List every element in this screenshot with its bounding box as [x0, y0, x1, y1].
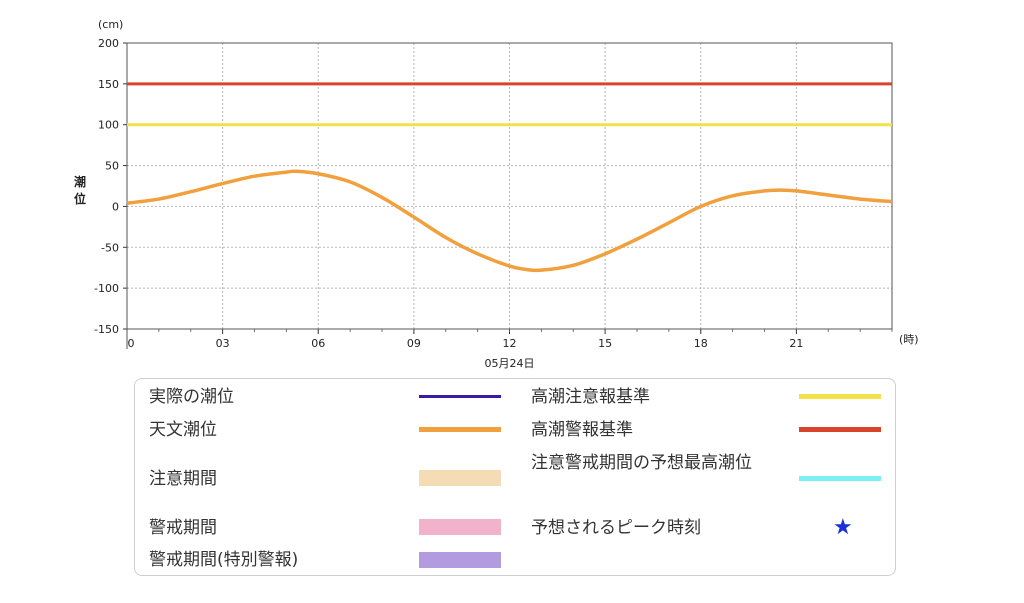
- x-tick-label: 21: [789, 337, 803, 350]
- y-tick-label: 200: [98, 37, 119, 50]
- legend-label-caution-period: 注意期間: [149, 469, 217, 489]
- star-icon: ★: [833, 515, 853, 540]
- legend-label-actual-tide: 実際の潮位: [149, 387, 234, 407]
- x-tick-label: 18: [694, 337, 708, 350]
- legend-label-forecast-max-tide: 注意警戒期間の予想最高潮位: [531, 453, 752, 473]
- x-tick-label: 06: [311, 337, 325, 350]
- y-axis-title-char: 潮: [74, 174, 86, 189]
- plot-frame: [126, 42, 893, 330]
- y-axis-title-char: 位: [74, 191, 86, 206]
- y-tick-label: 150: [98, 78, 119, 91]
- x-tick-label: 03: [216, 337, 230, 350]
- y-tick-label: 100: [98, 119, 119, 132]
- x-tick-label: 12: [503, 337, 517, 350]
- y-tick-label: -100: [94, 282, 119, 295]
- tide-chart: 200 150 100 50 0 -50 -100 -150 0 03 06 09 12 15 18 21 05…: [74, 18, 919, 370]
- legend-swatch-caution-period: [419, 470, 501, 486]
- y-tick-label: 50: [105, 160, 119, 173]
- y-unit-label: (cm): [98, 18, 123, 31]
- legend-swatch-high-tide-warning: [799, 427, 881, 432]
- series-line-astronomical-tide: [126, 169, 893, 273]
- y-tick-label: -150: [94, 323, 119, 336]
- legend-swatch-warning-period: [419, 519, 501, 535]
- legend-swatch-astronomical-tide: [419, 427, 501, 432]
- legend-swatch-high-tide-advisory: [799, 394, 881, 399]
- y-tick-label: 0: [112, 200, 119, 213]
- legend-label-high-tide-advisory: 高潮注意報基準: [531, 387, 650, 407]
- x-tick-label: 15: [598, 337, 612, 350]
- legend-swatch-actual-tide: [419, 395, 501, 398]
- y-tick-label: -50: [101, 241, 119, 254]
- tide-chart-svg: 200 150 100 50 0 -50 -100 -150 0 03 06 09 12 15 18 21 05…: [74, 18, 919, 370]
- legend-label-warning-period: 警戒期間: [149, 518, 217, 538]
- date-label: 05月24日: [485, 357, 535, 370]
- legend-label-astronomical-tide: 天文潮位: [149, 420, 217, 440]
- legend-swatch-forecast-max-tide: [799, 476, 881, 481]
- legend-label-high-tide-warning: 高潮警報基準: [531, 420, 633, 440]
- legend: 実際の潮位 天文潮位 注意期間 警戒期間 警戒期間(特別警報) 高潮注意報基準 …: [134, 378, 896, 576]
- x-tick-label: 0: [128, 337, 135, 350]
- x-unit-label: (時): [899, 333, 919, 346]
- x-tick-label: 09: [407, 337, 421, 350]
- legend-label-special-warning-period: 警戒期間(特別警報): [149, 550, 299, 570]
- legend-label-peak-time: 予想されるピーク時刻: [531, 518, 701, 538]
- legend-swatch-special-warning-period: [419, 552, 501, 568]
- plot-area: [127, 43, 892, 329]
